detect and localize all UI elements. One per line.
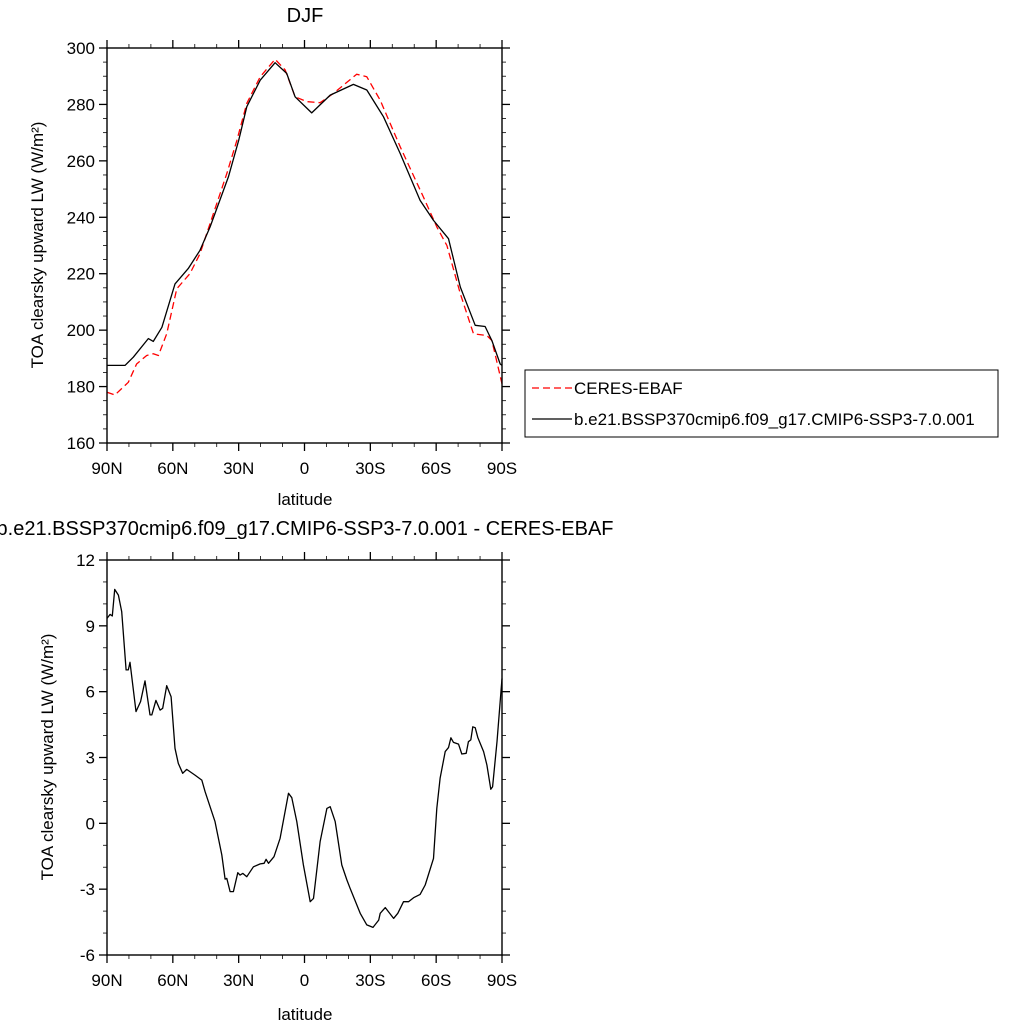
plot-frame bbox=[106, 47, 503, 444]
difference-plot: b.e21.BSSP370cmip6.f09_g17.CMIP6-SSP3-7.… bbox=[0, 518, 613, 1024]
x-tick-label: 60S bbox=[421, 971, 451, 990]
series-line-ceres-ebaf bbox=[106, 58, 503, 396]
x-tick-label: 90S bbox=[487, 971, 517, 990]
x-tick-label: 60N bbox=[157, 971, 188, 990]
y-tick-label: 260 bbox=[67, 152, 95, 171]
zonal-mean-plot: DJF latitude TOA clearsky upward LW (W/m… bbox=[28, 5, 517, 509]
x-tick-label: 0 bbox=[300, 459, 309, 478]
y-tick-label: 200 bbox=[67, 321, 95, 340]
y-tick-label: 280 bbox=[67, 95, 95, 114]
y-tick-label: 9 bbox=[86, 617, 95, 636]
series-line-difference bbox=[106, 588, 503, 929]
legend-box bbox=[524, 369, 999, 438]
x-tick-label: 30S bbox=[355, 971, 385, 990]
legend: CERES-EBAF b.e21.BSSP370cmip6.f09_g17.CM… bbox=[524, 369, 999, 438]
y-tick-label: -3 bbox=[80, 880, 95, 899]
x-axis-label: latitude bbox=[278, 490, 333, 509]
y-tick-label: 0 bbox=[86, 814, 95, 833]
y-tick-label: 180 bbox=[67, 378, 95, 397]
x-tick-label: 30N bbox=[223, 971, 254, 990]
x-tick-label: 90N bbox=[91, 971, 122, 990]
plot-title: DJF bbox=[287, 5, 324, 27]
plot-title: b.e21.BSSP370cmip6.f09_g17.CMIP6-SSP3-7.… bbox=[0, 518, 613, 540]
y-tick-label: 220 bbox=[67, 265, 95, 284]
legend-label-ceres: CERES-EBAF bbox=[574, 379, 683, 398]
y-tick-label: 6 bbox=[86, 683, 95, 702]
series-line-model bbox=[107, 62, 503, 367]
y-axis-label: TOA clearsky upward LW (W/m²) bbox=[28, 122, 47, 369]
x-tick-label: 90S bbox=[487, 459, 517, 478]
x-tick-label: 30N bbox=[223, 459, 254, 478]
y-tick-label: 3 bbox=[86, 749, 95, 768]
x-axis-label: latitude bbox=[278, 1005, 333, 1024]
y-tick-label: 300 bbox=[67, 39, 95, 58]
x-tick-label: 60N bbox=[157, 459, 188, 478]
x-tick-label: 0 bbox=[300, 971, 309, 990]
y-axis-label: TOA clearsky upward LW (W/m²) bbox=[38, 634, 57, 881]
legend-label-model: b.e21.BSSP370cmip6.f09_g17.CMIP6-SSP3-7.… bbox=[574, 410, 975, 429]
x-tick-label: 60S bbox=[421, 459, 451, 478]
y-tick-label: 12 bbox=[76, 551, 95, 570]
plot-frame bbox=[106, 559, 503, 956]
x-tick-label: 30S bbox=[355, 459, 385, 478]
x-tick-label: 90N bbox=[91, 459, 122, 478]
y-tick-label: 160 bbox=[67, 434, 95, 453]
y-tick-label: -6 bbox=[80, 946, 95, 965]
y-tick-label: 240 bbox=[67, 208, 95, 227]
